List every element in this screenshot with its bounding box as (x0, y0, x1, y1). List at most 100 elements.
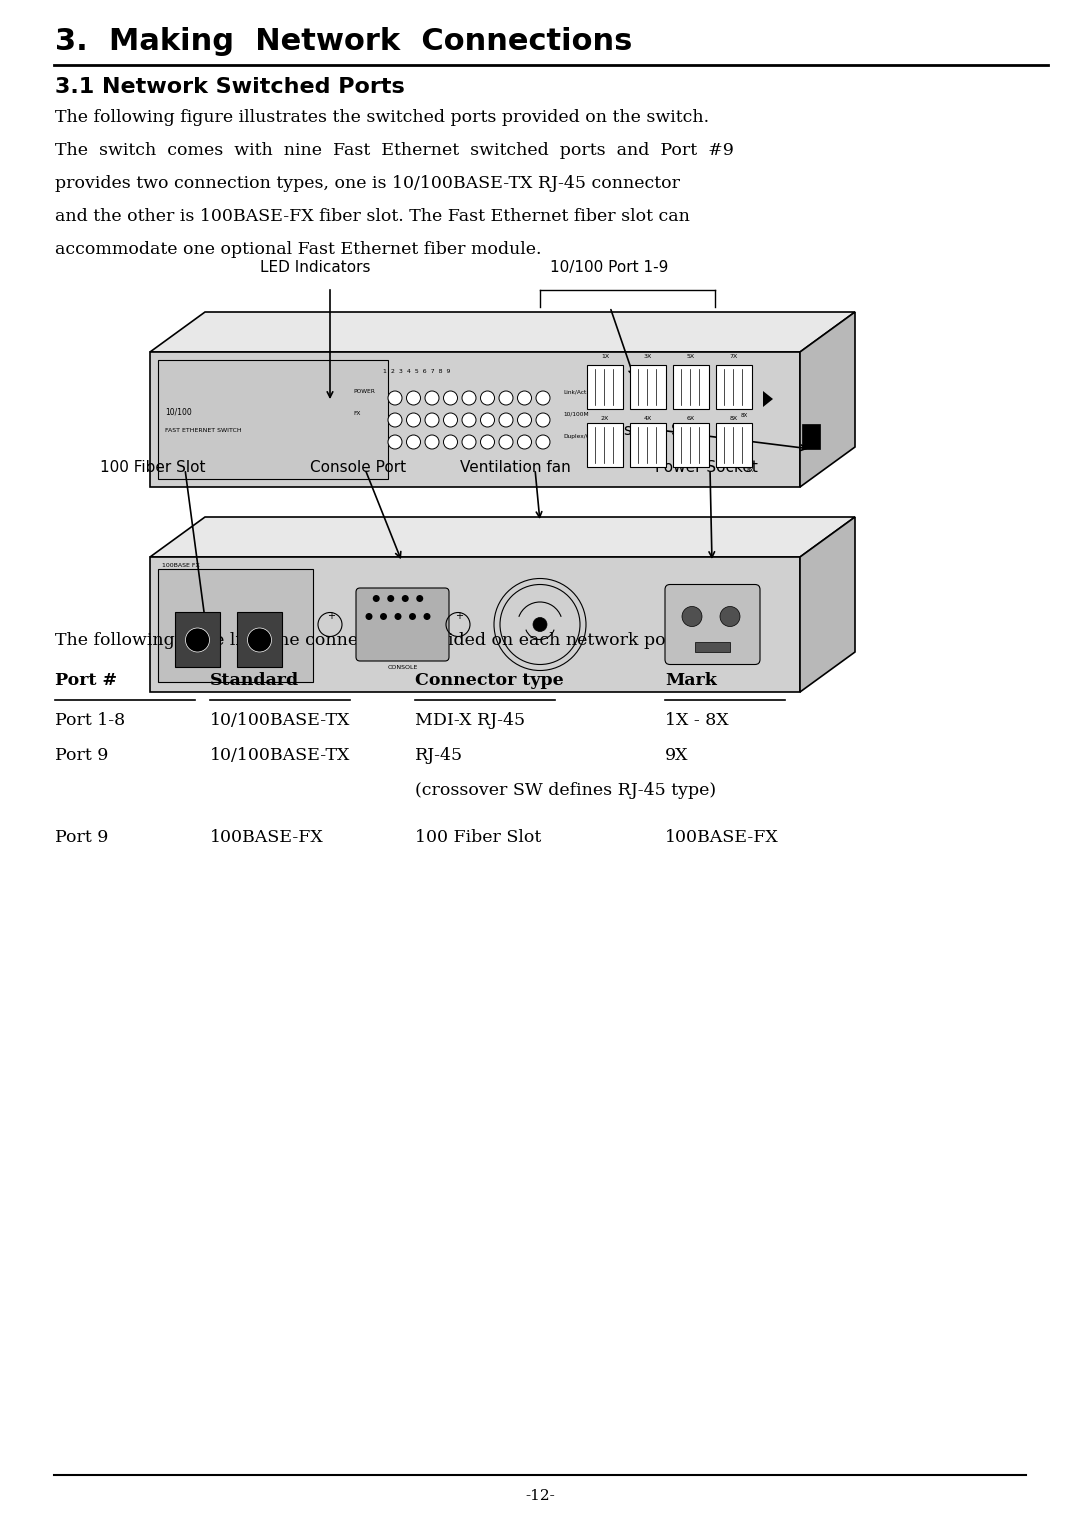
Text: The  switch  comes  with  nine  Fast  Ethernet  switched  ports  and  Port  #9: The switch comes with nine Fast Ethernet… (55, 141, 734, 158)
Text: 100BASE-FX: 100BASE-FX (665, 828, 779, 845)
Polygon shape (150, 516, 855, 556)
Text: 8X: 8X (741, 413, 748, 418)
Circle shape (423, 613, 431, 619)
Bar (158, 569, 313, 682)
Circle shape (406, 390, 420, 406)
Text: 100BASE FX: 100BASE FX (162, 563, 200, 569)
Text: Mark: Mark (665, 672, 717, 689)
Circle shape (406, 435, 420, 449)
Text: 10/100BASE-TX: 10/100BASE-TX (210, 712, 350, 729)
Circle shape (536, 413, 550, 427)
Text: Power Socket: Power Socket (654, 460, 758, 475)
Circle shape (462, 390, 476, 406)
Bar (588, 423, 623, 467)
Circle shape (247, 629, 271, 652)
Bar (673, 423, 708, 467)
Text: Crossover SW: Crossover SW (590, 423, 696, 438)
Circle shape (380, 613, 387, 619)
Circle shape (681, 607, 702, 627)
Circle shape (481, 435, 495, 449)
Text: 9X: 9X (665, 747, 689, 764)
Text: RJ-45: RJ-45 (415, 747, 463, 764)
Text: provides two connection types, one is 10/100BASE-TX RJ-45 connector: provides two connection types, one is 10… (55, 175, 680, 192)
Text: Ventilation fan: Ventilation fan (460, 460, 570, 475)
Circle shape (534, 618, 546, 632)
Text: 5X: 5X (687, 354, 696, 360)
Bar (158, 360, 388, 480)
Circle shape (388, 413, 402, 427)
Text: 8X-: 8X- (747, 467, 756, 473)
Circle shape (426, 390, 438, 406)
Circle shape (388, 595, 394, 603)
Text: 100 Fiber Slot: 100 Fiber Slot (415, 828, 541, 845)
FancyBboxPatch shape (356, 589, 449, 661)
Circle shape (499, 390, 513, 406)
Text: 100BASE-FX: 100BASE-FX (210, 828, 324, 845)
Circle shape (720, 607, 740, 627)
Text: 1X: 1X (600, 354, 609, 360)
Circle shape (499, 435, 513, 449)
Circle shape (499, 413, 513, 427)
Text: 10/100: 10/100 (165, 407, 192, 417)
Bar (696, 642, 730, 653)
Bar (673, 364, 708, 409)
Circle shape (462, 413, 476, 427)
Text: 7X: 7X (730, 354, 738, 360)
Text: +: + (455, 612, 463, 621)
Text: 2X: 2X (600, 417, 609, 421)
Polygon shape (800, 516, 855, 692)
Text: 6X: 6X (687, 417, 696, 421)
Bar (630, 423, 666, 467)
Circle shape (406, 413, 420, 427)
Text: 3X: 3X (644, 354, 652, 360)
Circle shape (517, 435, 531, 449)
Circle shape (462, 435, 476, 449)
Circle shape (388, 390, 402, 406)
Polygon shape (762, 390, 773, 407)
FancyBboxPatch shape (665, 584, 760, 664)
Text: Link/Act.: Link/Act. (564, 390, 589, 395)
Text: 3.1 Network Switched Ports: 3.1 Network Switched Ports (55, 77, 405, 97)
Text: 3.  Making  Network  Connections: 3. Making Network Connections (55, 28, 633, 55)
Circle shape (388, 435, 402, 449)
Text: Duplex/Col.: Duplex/Col. (564, 433, 597, 440)
Circle shape (444, 413, 458, 427)
Bar (150, 352, 800, 487)
Circle shape (444, 390, 458, 406)
Circle shape (481, 413, 495, 427)
Text: FAST ETHERNET SWITCH: FAST ETHERNET SWITCH (165, 427, 242, 433)
Text: accommodate one optional Fast Ethernet fiber module.: accommodate one optional Fast Ethernet f… (55, 241, 541, 258)
Text: LED Indicators: LED Indicators (260, 260, 370, 275)
Circle shape (426, 413, 438, 427)
Circle shape (517, 413, 531, 427)
Bar (716, 364, 752, 409)
Bar (237, 612, 282, 667)
Circle shape (394, 613, 402, 619)
Circle shape (444, 435, 458, 449)
Text: Port 9: Port 9 (55, 747, 108, 764)
Text: 100 Fiber Slot: 100 Fiber Slot (100, 460, 205, 475)
Circle shape (373, 595, 380, 603)
Text: 10/100M: 10/100M (564, 412, 589, 417)
Circle shape (416, 595, 423, 603)
Text: -12-: -12- (525, 1489, 555, 1503)
Text: Port #: Port # (55, 672, 117, 689)
Bar (150, 556, 800, 692)
Text: 1X - 8X: 1X - 8X (665, 712, 729, 729)
Bar (175, 612, 220, 667)
Text: +: + (327, 612, 335, 621)
Circle shape (426, 435, 438, 449)
Text: 10/100BASE-TX: 10/100BASE-TX (210, 747, 350, 764)
Text: Console Port: Console Port (310, 460, 406, 475)
Bar (588, 364, 623, 409)
Text: 4X: 4X (644, 417, 652, 421)
Text: POWER: POWER (353, 389, 375, 393)
Text: Port 1-8: Port 1-8 (55, 712, 125, 729)
Text: 1  2  3  4  5  6  7  8  9: 1 2 3 4 5 6 7 8 9 (383, 369, 450, 373)
Text: FX: FX (353, 410, 361, 417)
Bar (716, 423, 752, 467)
Polygon shape (150, 312, 855, 352)
Bar (630, 364, 666, 409)
Text: MDI-X RJ-45: MDI-X RJ-45 (415, 712, 525, 729)
Text: 10/100 Port 1-9: 10/100 Port 1-9 (550, 260, 669, 275)
